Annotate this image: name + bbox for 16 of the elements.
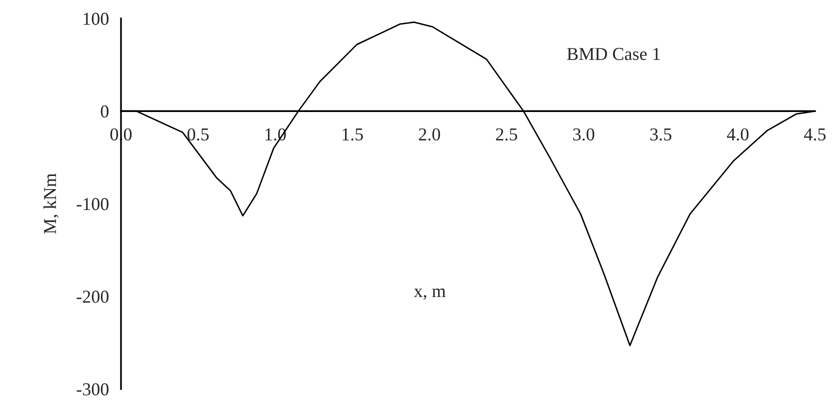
x-tick-label: 3.5 (650, 128, 672, 141)
y-tick-label: -300 (76, 383, 109, 396)
x-axis-title: x, m (414, 288, 446, 300)
y-tick-label: -100 (76, 198, 109, 210)
y-tick-label: 0 (100, 105, 109, 118)
x-tick-label: 2.0 (418, 128, 440, 141)
y-tick-label: -200 (76, 290, 109, 303)
annotation: BMD Case 1 (567, 48, 660, 60)
x-tick-label: 4.0 (726, 128, 748, 141)
y-axis-title: M, kNm (43, 173, 59, 234)
x-tick-label: 2.5 (496, 128, 518, 141)
x-tick-label: 4.5 (804, 128, 826, 141)
x-tick-label: 1.5 (342, 128, 363, 141)
x-tick-label: 3.0 (573, 128, 594, 141)
x-tick-label: 0.5 (188, 128, 209, 141)
y-tick-label: 100 (84, 12, 109, 25)
